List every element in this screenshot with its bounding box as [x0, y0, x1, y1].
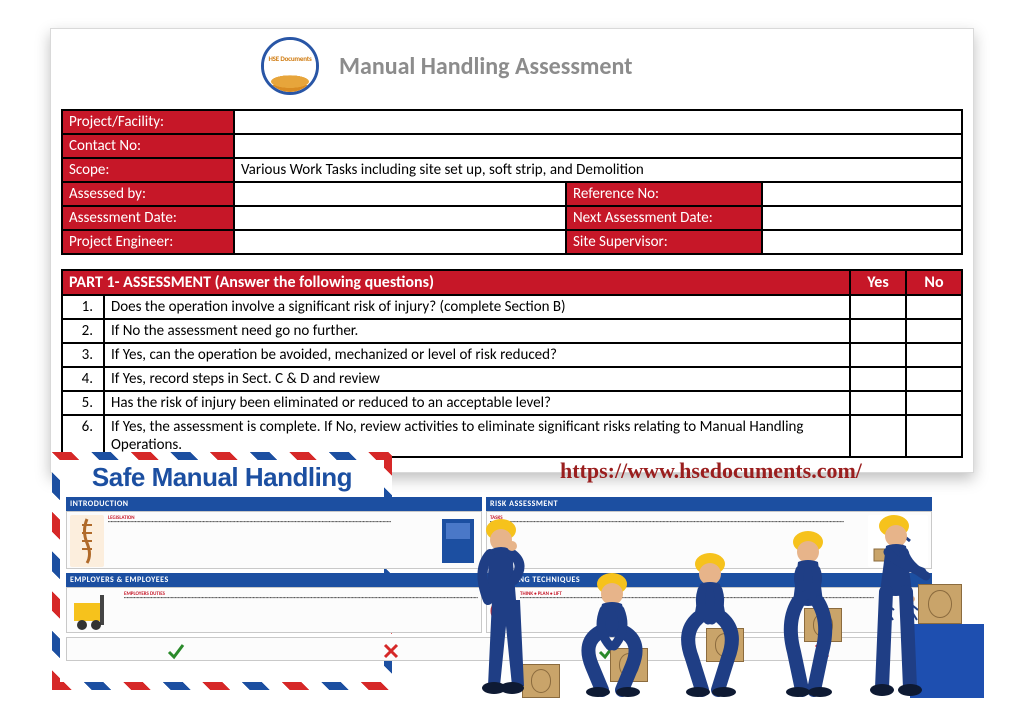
- lifting-sequence-illustration: [458, 498, 998, 698]
- hse-documents-logo: HSE Documents: [261, 37, 319, 95]
- row-num: 3.: [62, 343, 104, 367]
- value-contact-no[interactable]: [234, 134, 962, 158]
- cell-yes[interactable]: [850, 295, 906, 319]
- row-question: If No the assessment need go no further.: [104, 319, 850, 343]
- safe-manual-handling-poster: Safe Manual Handling INTRODUCTION LEGISL…: [52, 452, 392, 690]
- info-table: Project/Facility: Contact No: Scope: Var…: [61, 109, 963, 255]
- cell-no[interactable]: [906, 391, 962, 415]
- spine-icon: [70, 515, 104, 567]
- table-row: 6. If Yes, the assessment is complete. I…: [62, 415, 962, 457]
- label-site-supervisor: Site Supervisor:: [566, 230, 762, 254]
- row-num: 6.: [62, 415, 104, 457]
- table-row: 5. Has the risk of injury been eliminate…: [62, 391, 962, 415]
- logo-text: HSE Documents: [264, 54, 316, 63]
- label-project-facility: Project/Facility:: [62, 110, 234, 134]
- value-site-supervisor[interactable]: [762, 230, 962, 254]
- cross-icon: [381, 641, 401, 661]
- label-contact-no: Contact No:: [62, 134, 234, 158]
- worker-pose-2: [570, 570, 666, 698]
- form-title: Manual Handling Assessment: [339, 52, 632, 81]
- cell-yes[interactable]: [850, 391, 906, 415]
- cell-no[interactable]: [906, 367, 962, 391]
- value-reference-no[interactable]: [762, 182, 962, 206]
- cell-no[interactable]: [906, 319, 962, 343]
- value-project-facility[interactable]: [234, 110, 962, 134]
- poster-grid: INTRODUCTION LEGISLATION ▪▪▪▪▪▪▪▪▪▪▪▪▪▪▪…: [60, 497, 384, 667]
- poster-section-employers: EMPLOYERS & EMPLOYEES EMPLOYERS DUTIES▪▪…: [66, 573, 482, 633]
- label-assessed-by: Assessed by:: [62, 182, 234, 206]
- row-num: 4.: [62, 367, 104, 391]
- table-row: 3. If Yes, can the operation be avoided,…: [62, 343, 962, 367]
- cell-no[interactable]: [906, 415, 962, 457]
- website-url[interactable]: https://www.hsedocuments.com/: [560, 458, 862, 484]
- cell-yes[interactable]: [850, 319, 906, 343]
- label-next-assessment: Next Assessment Date:: [566, 206, 762, 230]
- tick-icon: [166, 641, 186, 661]
- value-project-engineer[interactable]: [234, 230, 566, 254]
- row-question: If Yes, record steps in Sect. C & D and …: [104, 367, 850, 391]
- cell-no[interactable]: [906, 295, 962, 319]
- cell-yes[interactable]: [850, 415, 906, 457]
- assessment-table: PART 1- ASSESSMENT (Answer the following…: [61, 269, 963, 458]
- worker-pose-5: [858, 510, 948, 698]
- assessment-form-card: HSE Documents Manual Handling Assessment…: [50, 28, 974, 473]
- label-reference-no: Reference No:: [566, 182, 762, 206]
- label-scope: Scope:: [62, 158, 234, 182]
- value-assessed-by[interactable]: [234, 182, 566, 206]
- row-num: 2.: [62, 319, 104, 343]
- row-num: 1.: [62, 295, 104, 319]
- poster-section-introduction: INTRODUCTION LEGISLATION ▪▪▪▪▪▪▪▪▪▪▪▪▪▪▪…: [66, 497, 482, 569]
- assessment-body: 1. Does the operation involve a signific…: [62, 295, 962, 457]
- col-no: No: [906, 270, 962, 295]
- poster-title: Safe Manual Handling: [60, 460, 384, 497]
- col-yes: Yes: [850, 270, 906, 295]
- worker-pose-3: [670, 550, 766, 698]
- value-next-assessment[interactable]: [762, 206, 962, 230]
- table-row: 1. Does the operation involve a signific…: [62, 295, 962, 319]
- poster-blurb: EMPLOYERS DUTIES▪▪▪▪▪▪▪▪▪▪▪▪▪▪▪▪▪▪▪▪▪▪▪▪…: [124, 591, 478, 629]
- row-num: 5.: [62, 391, 104, 415]
- row-question: Does the operation involve a significant…: [104, 295, 850, 319]
- label-assessment-date: Assessment Date:: [62, 206, 234, 230]
- worker-pose-4: [768, 528, 858, 698]
- form-header: HSE Documents Manual Handling Assessment: [51, 29, 973, 109]
- worker-pose-1: [466, 510, 536, 698]
- poster-blurb: LEGISLATION ▪▪▪▪▪▪▪▪▪▪▪▪▪▪▪▪▪▪▪▪▪▪▪▪▪▪▪▪…: [108, 515, 434, 565]
- table-row: 2. If No the assessment need go no furth…: [62, 319, 962, 343]
- part1-header: PART 1- ASSESSMENT (Answer the following…: [62, 270, 850, 295]
- poster-heading: INTRODUCTION: [66, 497, 482, 511]
- cell-yes[interactable]: [850, 343, 906, 367]
- table-row: 4. If Yes, record steps in Sect. C & D a…: [62, 367, 962, 391]
- cell-yes[interactable]: [850, 367, 906, 391]
- poster-heading: EMPLOYERS & EMPLOYEES: [66, 573, 482, 587]
- cell-no[interactable]: [906, 343, 962, 367]
- forklift-icon: [70, 591, 120, 631]
- row-question: Has the risk of injury been eliminated o…: [104, 391, 850, 415]
- value-assessment-date[interactable]: [234, 206, 566, 230]
- value-scope[interactable]: Various Work Tasks including site set up…: [234, 158, 962, 182]
- label-project-engineer: Project Engineer:: [62, 230, 234, 254]
- row-question: If Yes, the assessment is complete. If N…: [104, 415, 850, 457]
- row-question: If Yes, can the operation be avoided, me…: [104, 343, 850, 367]
